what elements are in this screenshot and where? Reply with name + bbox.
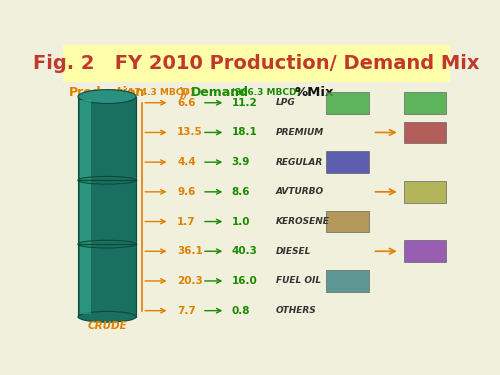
Text: 4.4: 4.4 — [177, 157, 196, 167]
FancyBboxPatch shape — [326, 92, 368, 114]
Text: 7.7: 7.7 — [177, 306, 196, 316]
Ellipse shape — [78, 90, 136, 104]
FancyBboxPatch shape — [404, 181, 446, 203]
Text: 1.7: 1.7 — [177, 216, 196, 226]
Text: 11.2: 11.2 — [232, 98, 257, 108]
Text: DIESEL: DIESEL — [276, 247, 311, 256]
Text: CRUDE: CRUDE — [87, 321, 127, 331]
Text: 16.0: 16.0 — [232, 276, 257, 286]
Text: 40.3: 40.3 — [232, 246, 258, 256]
Text: 8.6: 8.6 — [232, 187, 250, 197]
Text: 9.6: 9.6 — [177, 187, 196, 197]
Text: (174.3 MBCD): (174.3 MBCD) — [124, 88, 194, 97]
FancyBboxPatch shape — [404, 240, 446, 262]
Text: 0.8: 0.8 — [232, 306, 250, 316]
FancyBboxPatch shape — [62, 45, 450, 82]
Text: 6.6: 6.6 — [177, 98, 196, 108]
Text: 13.5: 13.5 — [177, 128, 203, 138]
Text: KEROSENE: KEROSENE — [276, 217, 330, 226]
Text: 18.1: 18.1 — [232, 128, 257, 138]
Text: PREMIUM: PREMIUM — [276, 128, 324, 137]
Text: Demand: Demand — [190, 86, 248, 99]
Text: %Mix: %Mix — [295, 86, 335, 99]
Ellipse shape — [78, 311, 136, 322]
Text: REGULAR: REGULAR — [276, 158, 323, 166]
Text: LPG: LPG — [276, 98, 295, 107]
FancyBboxPatch shape — [80, 100, 91, 314]
Text: 1.0: 1.0 — [232, 216, 250, 226]
Text: Production: Production — [68, 86, 145, 99]
Text: OTHERS: OTHERS — [276, 306, 316, 315]
FancyBboxPatch shape — [404, 92, 446, 114]
Text: 20.3: 20.3 — [177, 276, 203, 286]
FancyBboxPatch shape — [78, 97, 136, 317]
Text: FUEL OIL: FUEL OIL — [276, 276, 321, 285]
Text: )/: )/ — [179, 86, 189, 99]
Text: 36.1: 36.1 — [177, 246, 203, 256]
Text: AVTURBO: AVTURBO — [276, 188, 324, 196]
FancyBboxPatch shape — [326, 211, 368, 232]
FancyBboxPatch shape — [326, 152, 368, 173]
Text: Fig. 2   FY 2010 Production/ Demand Mix: Fig. 2 FY 2010 Production/ Demand Mix — [33, 54, 480, 73]
Text: 3.9: 3.9 — [232, 157, 250, 167]
Text: (306.3 MBCD): (306.3 MBCD) — [232, 88, 301, 97]
FancyBboxPatch shape — [404, 122, 446, 143]
FancyBboxPatch shape — [326, 270, 368, 292]
